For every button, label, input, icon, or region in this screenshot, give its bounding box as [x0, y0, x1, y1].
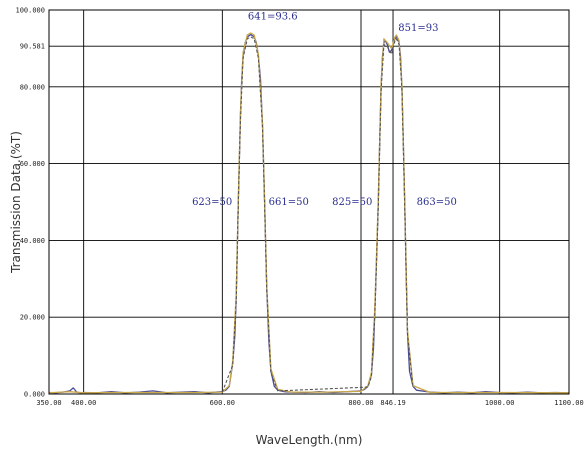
- y-tick-label: 0.000: [24, 391, 45, 399]
- peak-annotation: 825=50: [332, 197, 372, 208]
- x-tick-label: 1100.00: [554, 399, 584, 407]
- y-tick-label: 60.000: [20, 160, 45, 168]
- grid-layer: [49, 10, 569, 394]
- y-tick-label: 90.581: [20, 43, 45, 51]
- transmission-curve-3: [221, 36, 414, 393]
- annotation-layer: 641=93.6 851=93 623=50 661=50 825=50 863=50: [192, 12, 457, 208]
- peak-annotation: 851=93: [398, 23, 438, 34]
- x-tick-label: 1000.00: [485, 399, 515, 407]
- y-axis-title: Transmission Data.(%T): [9, 131, 23, 274]
- x-tick-label: 600.00: [210, 399, 235, 407]
- y-tick-label: 80.000: [20, 83, 45, 91]
- x-tick-label: 400.00: [71, 399, 96, 407]
- tick-layer: 350.00 400.00 600.00 800.00 846.19 1000.00 110…: [15, 7, 583, 408]
- x-tick-label: 846.19: [380, 399, 405, 407]
- plot-frame: [48, 9, 570, 395]
- x-tick-label: 800.00: [348, 399, 373, 407]
- transmission-curve-1: [48, 33, 570, 394]
- y-tick-label: 20.000: [20, 314, 45, 322]
- y-tick-label: 100.000: [15, 7, 45, 15]
- peak-annotation: 623=50: [192, 197, 232, 208]
- series-layer: [48, 32, 570, 394]
- peak-annotation: 641=93.6: [248, 12, 298, 23]
- peak-annotation: 863=50: [417, 197, 457, 208]
- x-tick-label: 350.00: [36, 399, 61, 407]
- peak-annotation: 661=50: [269, 197, 309, 208]
- x-axis-title: WaveLength.(nm): [256, 433, 363, 447]
- transmission-curve-2: [48, 32, 570, 394]
- y-tick-label: 40.000: [20, 237, 45, 245]
- frame-layer: [48, 9, 570, 395]
